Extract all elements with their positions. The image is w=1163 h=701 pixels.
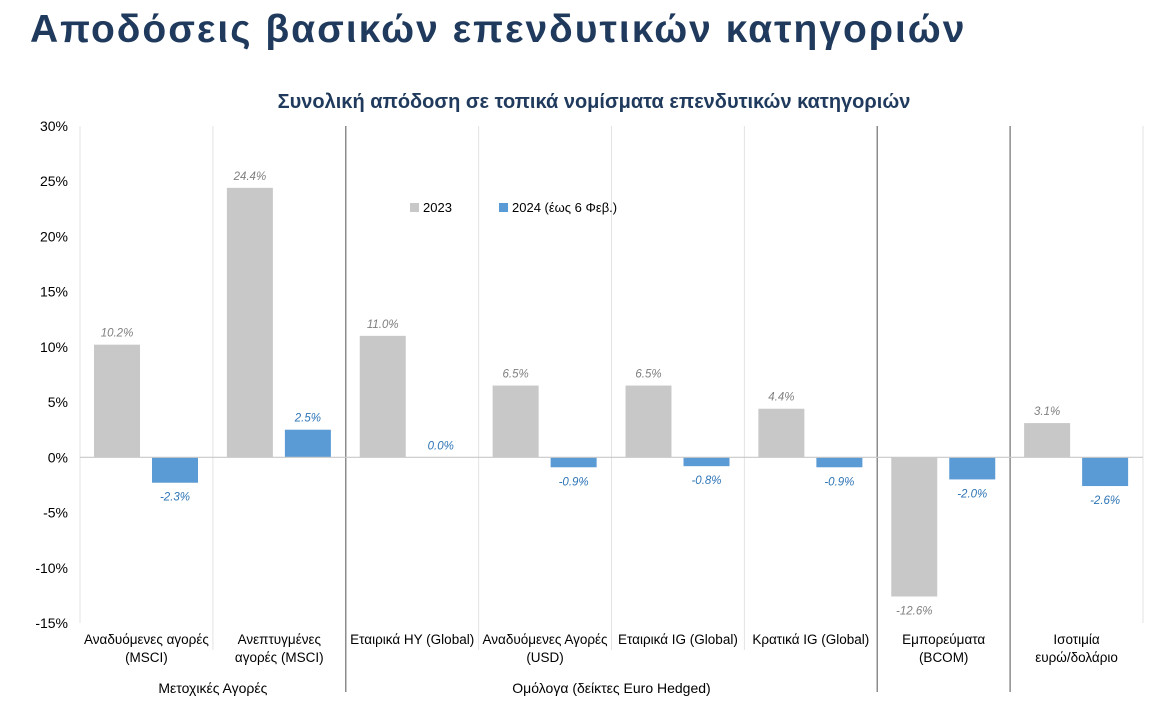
bar-2023 <box>226 187 273 458</box>
legend-swatch <box>499 203 508 212</box>
category-label: Ισοτιμία <box>1053 632 1100 647</box>
data-label: -2.3% <box>160 492 190 504</box>
data-label: 11.0% <box>367 319 399 331</box>
category-label: αγορές (MSCI) <box>235 650 324 665</box>
y-tick-label: -10% <box>35 560 68 576</box>
y-tick-label: 20% <box>40 228 68 244</box>
data-label: 3.1% <box>1034 406 1060 418</box>
page-title: Αποδόσεις βασικών επενδυτικών κατηγοριών <box>30 8 967 51</box>
y-tick-label: -5% <box>43 505 68 521</box>
data-label: -0.9% <box>559 476 589 488</box>
y-tick-label: -15% <box>35 615 68 631</box>
bars-layer <box>94 187 1129 597</box>
category-label: Εταιρικά IG (Global) <box>618 632 738 647</box>
grid-layer <box>79 126 1144 692</box>
data-label: 0.0% <box>428 440 454 452</box>
category-label: Ανεπτυγμένες <box>238 632 322 647</box>
chart-title: Συνολική απόδοση σε τοπικά νομίσματα επε… <box>278 91 911 113</box>
bar-2023 <box>492 385 539 458</box>
category-label: ευρώ/δολάριο <box>1035 650 1118 665</box>
data-label: 6.5% <box>635 369 661 381</box>
bar-2024 <box>683 457 730 467</box>
group-label: Ομόλογα (δείκτες Euro Hedged) <box>512 680 710 696</box>
legend-swatch <box>410 203 419 212</box>
bar-2023 <box>625 385 672 458</box>
legend-label: 2024 (έως 6 Φεβ.) <box>512 200 617 215</box>
bar-2024 <box>550 457 597 468</box>
data-label: -2.0% <box>957 488 987 500</box>
category-label: Εμπορεύματα <box>902 632 985 647</box>
group-label: Μετοχικές Αγορές <box>158 680 267 696</box>
category-label: Αναδυόμενες αγορές <box>84 632 209 647</box>
y-tick-label: 15% <box>40 284 68 300</box>
data-label: -12.6% <box>896 605 932 617</box>
bar-2023 <box>359 335 406 458</box>
category-label: (MSCI) <box>125 650 168 665</box>
legend-label: 2023 <box>423 200 452 215</box>
y-tick-label: 10% <box>40 339 68 355</box>
bar-2024 <box>1082 457 1129 487</box>
data-label: 10.2% <box>101 328 134 340</box>
bar-2023 <box>891 457 938 597</box>
bar-2023 <box>1024 423 1071 458</box>
category-label: Αναδυόμενες Αγορές <box>483 632 609 647</box>
labels-layer: 10.2% 24.4% 11.0% 6.5% 6.5% 4.4% -12.6% 3.1% -2.… <box>101 171 1120 618</box>
y-tick-label: 30% <box>40 118 68 134</box>
data-label: -2.6% <box>1090 495 1120 507</box>
data-label: 24.4% <box>233 171 267 183</box>
bar-2024 <box>949 457 996 480</box>
y-tick-label: 0% <box>48 449 68 465</box>
bar-2024 <box>284 429 331 458</box>
category-label: Κρατικά IG (Global) <box>752 632 869 647</box>
bar-2023 <box>94 344 140 458</box>
category-label: (BCOM) <box>919 650 969 665</box>
data-label: -0.8% <box>691 475 721 487</box>
category-label: Εταιρικά HY (Global) <box>350 632 474 647</box>
y-tick-label: 25% <box>40 173 68 189</box>
bar-2024 <box>816 457 863 468</box>
category-label: (USD) <box>526 650 564 665</box>
bar-2023 <box>758 408 805 458</box>
data-label: 2.5% <box>294 413 321 425</box>
data-label: 6.5% <box>503 369 529 381</box>
legend: 2023 2024 (έως 6 Φεβ.) <box>410 200 617 215</box>
y-tick-label: 5% <box>48 394 68 410</box>
data-label: 4.4% <box>768 392 794 404</box>
bar-2024 <box>152 457 198 483</box>
axis-layer: 30% 25% 20% 15% 10% 5% 0% -5% -10% -15% Αναδυόμενε… <box>35 118 1143 696</box>
data-label: -0.9% <box>824 476 854 488</box>
